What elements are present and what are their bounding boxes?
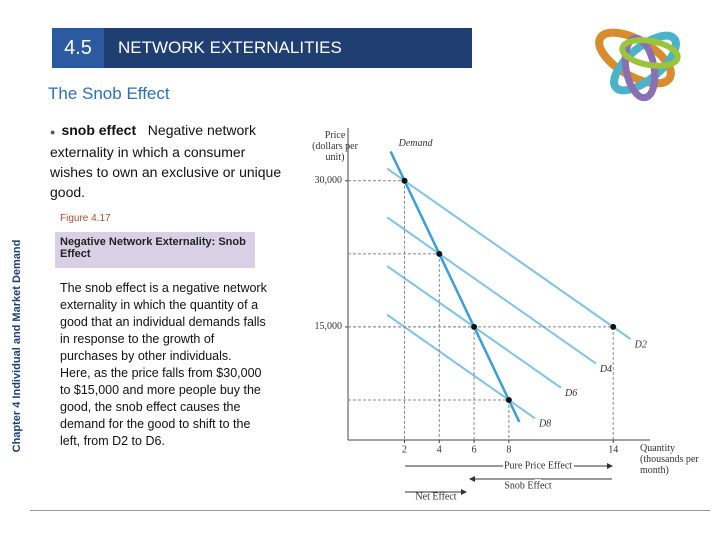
point — [436, 250, 443, 257]
line — [386, 313, 536, 420]
line — [389, 150, 521, 423]
x-axis-label: Quantity (thousands per month) — [640, 443, 699, 476]
x-tick-label: 8 — [506, 444, 511, 455]
subtitle: The Snob Effect — [48, 84, 170, 103]
point — [610, 323, 617, 330]
bullet-text: Negative network externality in which a … — [50, 122, 282, 200]
annotation: Snob Effect — [504, 480, 552, 491]
bullet: ● snob effect Negative network externalit… — [50, 122, 282, 200]
paragraph: Here, as the price falls from $30,000 to… — [60, 366, 262, 448]
chart: Pure Price Effect Snob Effect Net Effect… — [315, 128, 650, 502]
y-tick-label: 15,000 — [315, 321, 343, 332]
x-tick-label: 4 — [437, 444, 442, 455]
point — [401, 177, 408, 184]
x-tick-label: 14 — [608, 444, 618, 455]
section-number: 4.5 — [52, 28, 104, 68]
x-tick-label: 6 — [472, 444, 477, 455]
figure-text: The snob effect is a negative network ex… — [60, 280, 270, 450]
line — [386, 216, 597, 365]
annotation: Net Effect — [415, 491, 456, 502]
series-label: D8 — [538, 419, 551, 430]
bullet-term: snob effect — [61, 122, 137, 138]
series-label: D6 — [564, 388, 577, 399]
figure-number: Figure 4.17 — [60, 213, 111, 224]
y-axis-label: Price (dollars per unit) — [312, 130, 358, 163]
series-label: D2 — [634, 339, 647, 350]
point — [471, 323, 478, 330]
series-label: Demand — [398, 138, 434, 149]
line — [386, 167, 632, 340]
header-title: NETWORK EXTERNALITIES — [118, 38, 342, 57]
paragraph: The snob effect is a negative network ex… — [60, 281, 267, 363]
y-tick-label: 30,000 — [315, 175, 343, 186]
series-label: D4 — [599, 364, 612, 375]
logo — [595, 28, 681, 102]
annotation: Pure Price Effect — [504, 460, 572, 471]
x-tick-label: 2 — [402, 444, 407, 455]
footer-rule — [30, 510, 710, 511]
figure-caption: Negative Network Externality: Snob Effec… — [55, 232, 255, 268]
point — [505, 397, 512, 404]
header-bar — [52, 28, 472, 68]
